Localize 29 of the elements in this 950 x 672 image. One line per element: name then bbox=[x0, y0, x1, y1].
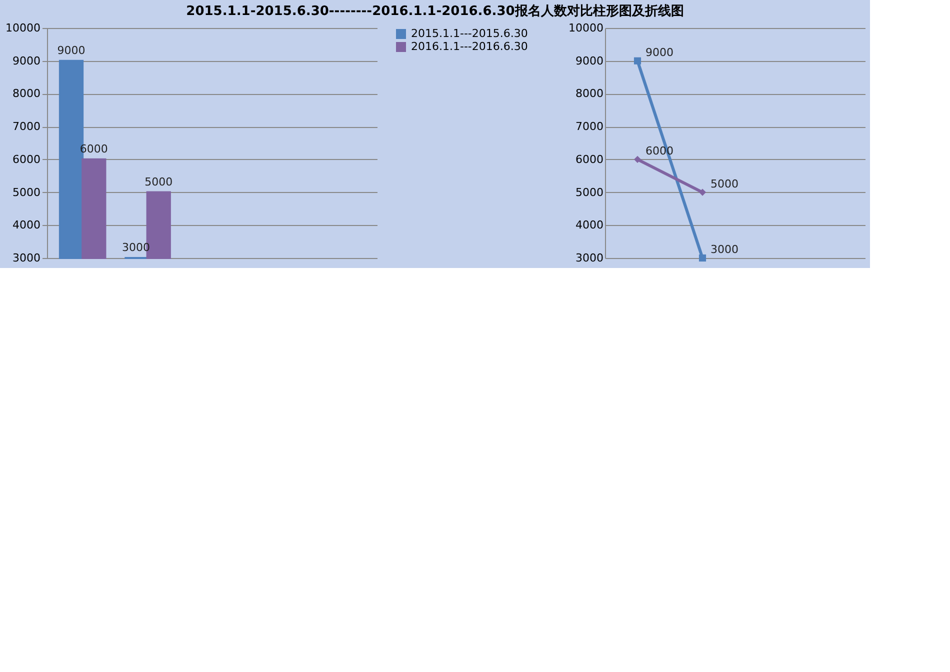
y-tick-label: 4000 bbox=[576, 218, 604, 232]
data-label: 5000 bbox=[144, 175, 173, 188]
point bbox=[634, 57, 642, 64]
y-tick-label: 8000 bbox=[12, 87, 40, 100]
legend-label: 2016.1.1---2016.6.30 bbox=[411, 40, 528, 53]
text: 2015.1.1-2015.6.30--------2016.1.1-2016.6.30报名人数对比柱形图及折线图 bbox=[186, 4, 684, 19]
y-tick-label: 10000 bbox=[568, 22, 604, 34]
y-tick-label: 3000 bbox=[576, 252, 604, 264]
data-label: 3000 bbox=[710, 243, 738, 256]
y-tick-label: 3000 bbox=[12, 252, 40, 264]
y-tick-label: 5000 bbox=[12, 186, 40, 199]
y-tick-label: 7000 bbox=[576, 120, 604, 134]
y-tick-label: 6000 bbox=[576, 152, 604, 166]
point bbox=[698, 188, 706, 196]
y-tick-label: 5000 bbox=[576, 186, 604, 199]
legend-label: 2015.1.1---2015.6.30 bbox=[411, 27, 528, 40]
y-tick-label: 9000 bbox=[12, 54, 40, 68]
y-tick-label: 9000 bbox=[576, 54, 604, 68]
data-label: 9000 bbox=[57, 44, 86, 57]
data-label: 3000 bbox=[122, 241, 150, 254]
point bbox=[634, 156, 642, 163]
y-tick-label: 7000 bbox=[12, 120, 40, 134]
y-tick-label: 4000 bbox=[12, 218, 40, 232]
y-tick-label: 6000 bbox=[12, 152, 40, 166]
y-tick-label: 10000 bbox=[6, 22, 40, 34]
data-label: 9000 bbox=[646, 46, 674, 59]
data-label: 5000 bbox=[710, 177, 738, 190]
y-tick-label: 8000 bbox=[576, 87, 604, 100]
point bbox=[698, 254, 706, 262]
